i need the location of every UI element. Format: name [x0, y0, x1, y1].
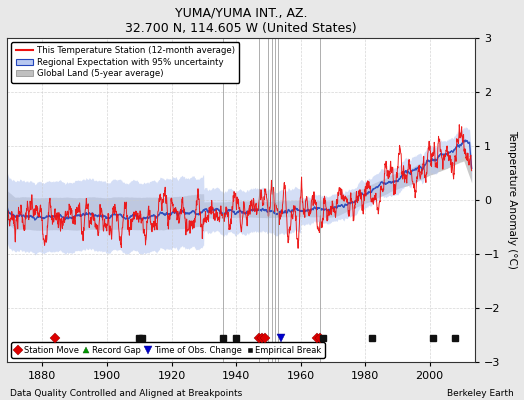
Title: YUMA/YUMA INT., AZ.
32.700 N, 114.605 W (United States): YUMA/YUMA INT., AZ. 32.700 N, 114.605 W …	[125, 7, 357, 35]
Text: Data Quality Controlled and Aligned at Breakpoints: Data Quality Controlled and Aligned at B…	[10, 389, 243, 398]
Text: Berkeley Earth: Berkeley Earth	[447, 389, 514, 398]
Y-axis label: Temperature Anomaly (°C): Temperature Anomaly (°C)	[507, 130, 517, 269]
Legend: Station Move, Record Gap, Time of Obs. Change, Empirical Break: Station Move, Record Gap, Time of Obs. C…	[11, 342, 325, 358]
